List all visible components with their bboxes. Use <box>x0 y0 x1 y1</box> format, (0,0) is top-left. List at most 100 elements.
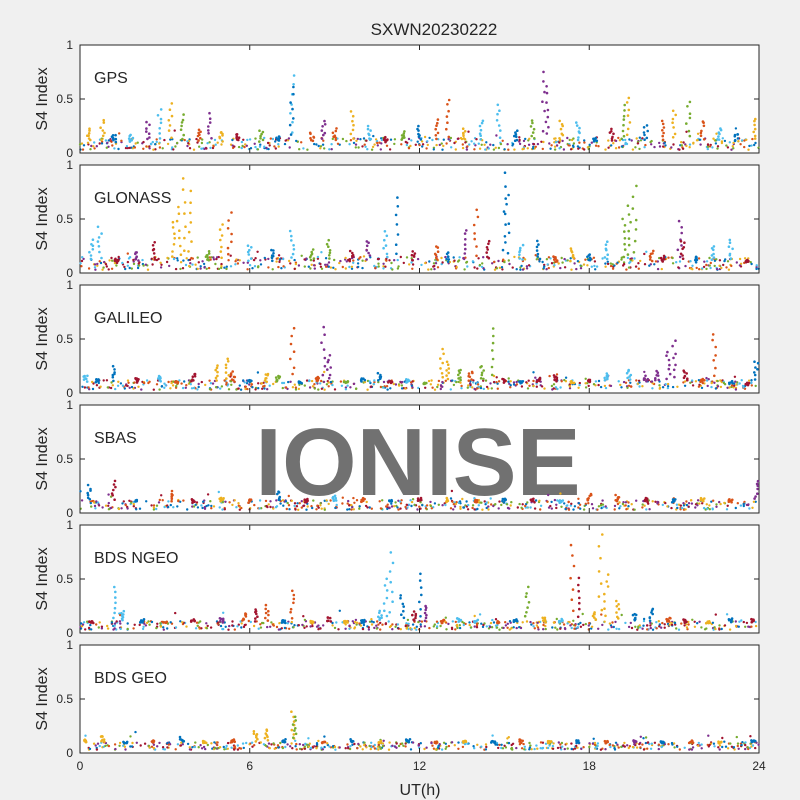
data-point <box>464 141 467 144</box>
data-point <box>426 140 429 143</box>
data-point <box>339 380 343 383</box>
data-point <box>744 743 747 747</box>
data-point <box>536 621 539 624</box>
data-point <box>709 266 712 270</box>
data-point <box>696 138 699 142</box>
data-point <box>256 250 259 253</box>
data-point <box>263 387 266 390</box>
data-point <box>582 263 586 266</box>
data-point <box>420 263 423 267</box>
data-point <box>333 626 337 630</box>
data-point <box>309 625 312 628</box>
data-point <box>481 625 485 629</box>
data-point <box>396 267 400 270</box>
data-point <box>534 254 537 257</box>
data-point <box>464 238 467 241</box>
x-tick-label: 0 <box>77 759 84 773</box>
data-point <box>581 612 584 616</box>
data-point <box>477 257 480 260</box>
data-point <box>417 129 420 132</box>
data-point <box>457 747 460 750</box>
data-point <box>433 741 437 744</box>
data-point <box>751 137 754 141</box>
data-point <box>176 259 179 262</box>
data-point <box>556 387 559 391</box>
data-point <box>401 602 405 606</box>
data-point <box>375 140 379 143</box>
data-point <box>248 383 251 386</box>
data-point <box>604 614 607 618</box>
data-point <box>744 741 747 744</box>
data-point <box>250 741 254 744</box>
data-point <box>111 144 114 147</box>
data-point <box>179 267 182 271</box>
data-point <box>480 371 484 375</box>
data-point <box>374 138 378 141</box>
data-point <box>667 358 671 362</box>
data-point <box>660 119 664 123</box>
data-point <box>597 145 600 148</box>
data-point <box>184 225 187 228</box>
data-point <box>435 143 438 147</box>
data-point <box>656 502 659 505</box>
data-point <box>433 502 437 505</box>
data-point <box>419 742 422 745</box>
data-point <box>262 621 265 625</box>
data-point <box>617 627 621 631</box>
data-point <box>576 145 580 148</box>
data-point <box>302 615 305 618</box>
data-point <box>564 507 567 511</box>
data-point <box>134 142 137 145</box>
data-point <box>457 259 461 262</box>
data-point <box>466 145 469 148</box>
data-point <box>512 626 515 629</box>
data-point <box>577 741 581 744</box>
data-point <box>308 742 311 745</box>
data-point <box>471 386 474 389</box>
data-point <box>416 257 420 261</box>
data-point <box>267 257 270 261</box>
data-point <box>436 385 439 389</box>
data-point <box>121 502 124 505</box>
data-point <box>655 627 658 630</box>
data-point <box>495 381 498 384</box>
data-point <box>290 499 293 502</box>
data-point <box>105 379 109 382</box>
data-point <box>496 387 499 390</box>
data-point <box>171 255 174 258</box>
data-point <box>600 503 603 507</box>
data-point <box>419 608 422 611</box>
data-point <box>677 266 680 269</box>
data-point <box>750 384 753 387</box>
data-point <box>216 370 219 374</box>
data-point <box>412 610 416 613</box>
data-point <box>531 147 535 150</box>
data-point <box>521 503 524 506</box>
data-point <box>507 741 511 745</box>
data-point <box>214 386 218 389</box>
data-point <box>126 379 130 382</box>
data-point <box>715 258 718 261</box>
data-point <box>445 369 448 372</box>
data-point <box>728 628 732 631</box>
data-point <box>728 141 731 144</box>
data-point <box>171 220 175 224</box>
data-point <box>578 131 581 135</box>
y-tick-label: 1 <box>66 398 73 412</box>
data-point <box>712 628 715 631</box>
data-point <box>297 624 300 627</box>
data-point <box>351 119 354 123</box>
data-point <box>257 382 260 385</box>
data-point <box>435 620 439 623</box>
data-point <box>704 621 708 625</box>
data-point <box>751 506 754 509</box>
data-point <box>245 741 248 745</box>
data-point <box>718 264 721 267</box>
data-point <box>638 381 641 384</box>
data-point <box>672 356 675 360</box>
data-point <box>188 746 191 749</box>
data-point <box>225 381 228 384</box>
data-point <box>288 627 291 630</box>
data-point <box>654 377 657 380</box>
data-point <box>281 386 284 390</box>
